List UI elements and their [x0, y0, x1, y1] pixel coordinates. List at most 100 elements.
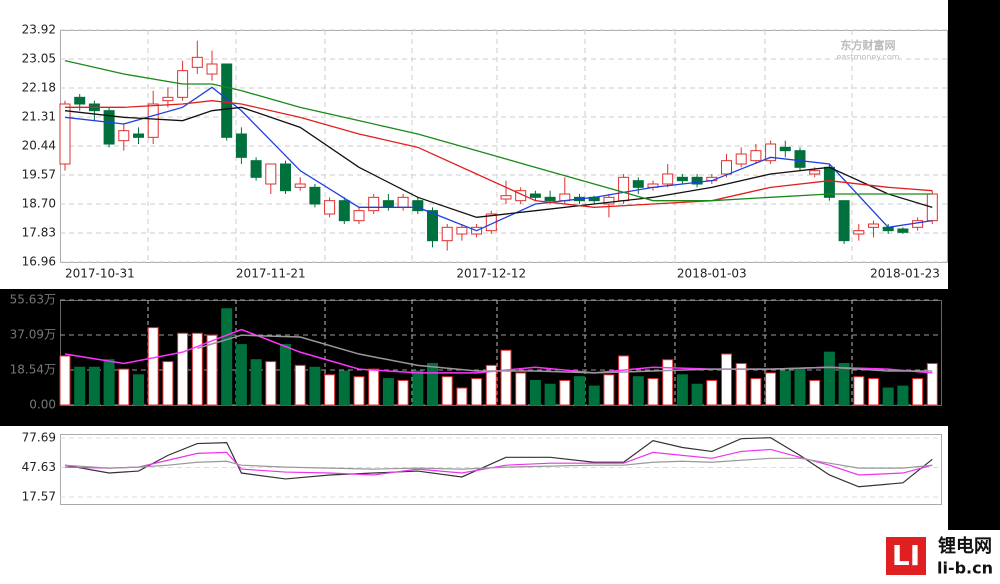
- candle-body: [529, 193, 541, 198]
- volume-bar: [59, 355, 71, 406]
- volume-bar: [912, 378, 924, 406]
- volume-bar: [544, 383, 556, 406]
- candle-body: [735, 153, 747, 165]
- candle-body: [382, 200, 394, 208]
- volume-bar: [177, 332, 189, 406]
- volume-bar: [588, 385, 600, 406]
- volume-bar: [221, 308, 233, 406]
- candle-body: [618, 176, 630, 202]
- volume-bar: [823, 351, 835, 406]
- x-tick-label: 2017-12-12: [456, 267, 526, 281]
- ma-line: [64, 106, 933, 218]
- y-tick-label: 22.18: [22, 81, 56, 95]
- logo-url: li-b.cn: [937, 559, 993, 578]
- volume-bar: [500, 349, 512, 406]
- y-tick-label: 16.96: [22, 255, 56, 269]
- volume-bar: [309, 366, 321, 406]
- y-tick-label: 20.44: [22, 139, 56, 153]
- volume-bar: [353, 376, 365, 406]
- candle-body: [309, 186, 321, 205]
- volume-bar: [147, 327, 159, 406]
- volume-bar: [574, 376, 585, 406]
- volume-bar: [265, 361, 277, 406]
- volume-bar: [235, 344, 247, 406]
- candle-body: [721, 160, 732, 175]
- candle-body: [162, 96, 174, 102]
- ma-line: [65, 100, 933, 208]
- candle-body: [250, 160, 262, 178]
- candle-body: [691, 176, 703, 185]
- ma-line: [64, 60, 933, 202]
- volume-bar: [603, 374, 615, 406]
- logo-mark: LI: [892, 539, 920, 572]
- candle-body: [235, 133, 247, 158]
- volume-bar: [74, 366, 86, 406]
- candle-body: [118, 130, 130, 142]
- candle-body: [868, 223, 879, 228]
- volume-bar: [926, 362, 938, 406]
- candle-body: [265, 163, 277, 185]
- candle-body: [221, 63, 233, 138]
- candle-body: [544, 196, 556, 202]
- ma-line: [64, 448, 933, 476]
- volume-bar: [515, 372, 527, 406]
- volume-bar: [471, 378, 483, 406]
- volume-bar: [882, 387, 894, 406]
- candle-body: [353, 210, 365, 222]
- volume-bar: [838, 362, 850, 406]
- x-tick-label: 2018-01-23: [870, 267, 940, 281]
- volume-bar: [456, 387, 468, 406]
- candle-body: [765, 143, 777, 162]
- candle-body: [191, 56, 203, 68]
- volume-bar: [397, 379, 409, 406]
- x-tick-label: 2017-11-21: [236, 267, 306, 281]
- candle-body: [397, 196, 409, 208]
- volume-bar: [647, 378, 659, 406]
- y-tick-label: 17.57: [22, 490, 56, 504]
- candle-body: [103, 110, 115, 145]
- y-tick-label: 21.31: [22, 110, 56, 124]
- volume-bar: [294, 364, 306, 406]
- y-tick-label: 55.63万: [10, 293, 56, 307]
- volume-bar: [632, 376, 644, 406]
- y-tick-label: 37.09万: [10, 327, 56, 341]
- candle-body: [838, 200, 850, 242]
- candle-body: [280, 163, 291, 192]
- volume-bar: [618, 355, 630, 406]
- candle-body: [324, 200, 336, 215]
- volume-bar: [897, 385, 909, 406]
- candle-body: [926, 193, 938, 222]
- volume-bar: [779, 370, 791, 406]
- ma-line: [197, 334, 933, 374]
- candle-body: [456, 226, 468, 235]
- candle-body: [206, 63, 218, 75]
- ma-line: [64, 437, 933, 488]
- candle-body: [412, 200, 424, 212]
- y-tick-label: 19.57: [22, 168, 56, 182]
- volume-bar: [280, 344, 291, 406]
- watermark: eastmoney.com: [836, 53, 899, 62]
- volume-bar: [765, 372, 777, 406]
- logo: LI 锂电网 li-b.cn: [886, 535, 993, 578]
- volume-bar: [427, 362, 438, 406]
- volume-bar: [338, 370, 350, 406]
- volume-bar: [735, 362, 747, 406]
- volume-bar: [191, 332, 203, 406]
- volume-bar: [529, 379, 541, 406]
- volume-bar: [868, 378, 879, 406]
- candle-body: [74, 96, 86, 105]
- y-tick-label: 18.54万: [10, 363, 56, 377]
- ma-line: [64, 457, 933, 470]
- candle-body: [427, 210, 438, 242]
- side-strip: [948, 0, 1000, 530]
- y-tick-label: 47.63: [22, 460, 56, 474]
- volume-bar: [382, 378, 394, 406]
- candle-body: [794, 150, 806, 168]
- volume-bar: [691, 383, 703, 406]
- volume-bar: [853, 376, 865, 406]
- candle-body: [853, 230, 865, 235]
- y-tick-label: 18.70: [22, 197, 56, 211]
- volume-bar: [794, 368, 806, 406]
- candle-body: [823, 166, 835, 198]
- y-tick-label: 77.69: [22, 431, 56, 445]
